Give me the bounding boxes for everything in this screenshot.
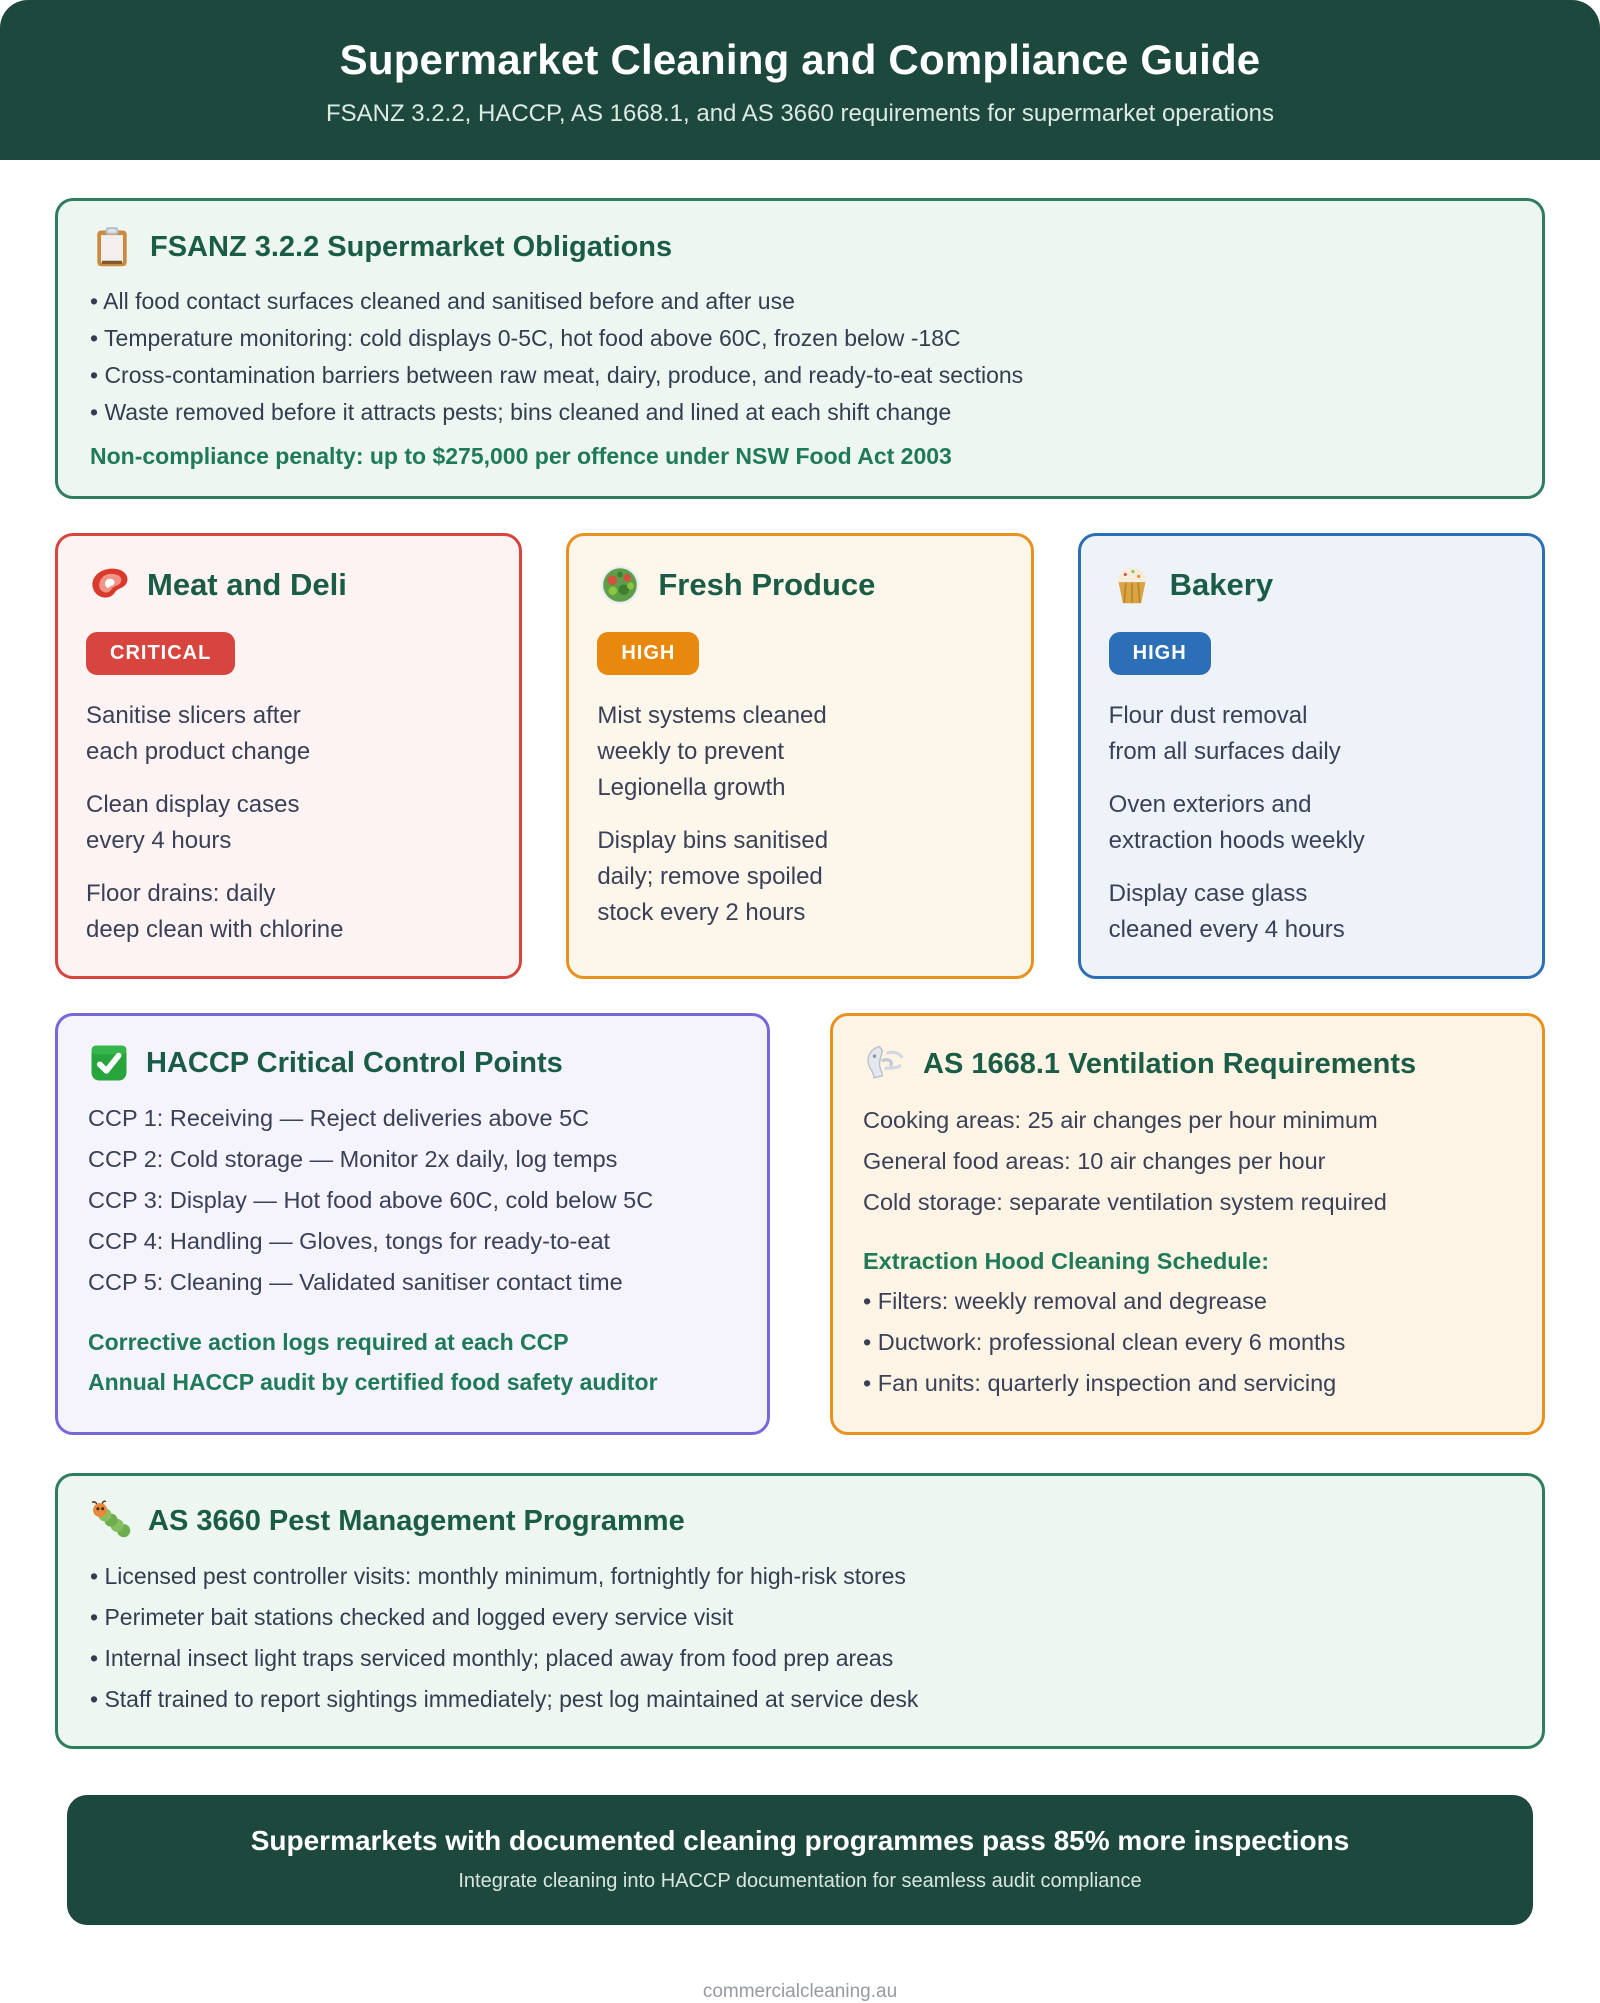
- page-subtitle: FSANZ 3.2.2, HACCP, AS 1668.1, and AS 36…: [325, 100, 1275, 127]
- haccp-notes: Corrective action logs required at each …: [88, 1322, 737, 1402]
- hood-schedule-item: • Filters: weekly removal and degrease: [863, 1288, 1267, 1314]
- hood-schedule-title: Extraction Hood Cleaning Schedule:: [863, 1248, 1270, 1274]
- pest-panel-title: AS 3660 Pest Management Programme: [148, 1504, 685, 1537]
- fsanz-panel-title: FSANZ 3.2.2 Supermarket Obligations: [150, 230, 673, 263]
- fsanz-bullet: • Cross-contamination barriers between r…: [90, 362, 1024, 388]
- stat-banner: Supermarkets with documented cleaning pr…: [67, 1795, 1533, 1925]
- meat-and-deli-card: Meat and Deli CRITICAL Sanitise slicers …: [55, 533, 523, 979]
- stat-banner-title: Supermarkets with documented cleaning pr…: [250, 1825, 1350, 1856]
- wind-face-icon: [863, 1042, 907, 1086]
- meat-card-title: Meat and Deli: [147, 567, 347, 602]
- meat-icon: [86, 562, 132, 608]
- check-icon: [88, 1042, 130, 1084]
- pest-management-panel: AS 3660 Pest Management Programme • Lice…: [55, 1473, 1545, 1749]
- bakery-card-item: Display case glass cleaned every 4 hours: [1108, 880, 1345, 943]
- ventilation-panel: AS 1668.1 Ventilation Requirements Cooki…: [830, 1013, 1545, 1435]
- critical-badge: CRITICAL: [86, 632, 236, 675]
- caterpillar-icon: [90, 1500, 132, 1542]
- produce-card-title: Fresh Produce: [658, 567, 876, 602]
- pest-panel-header: AS 3660 Pest Management Programme: [90, 1500, 1510, 1542]
- haccp-panel-title: HACCP Critical Control Points: [146, 1046, 563, 1079]
- page-header: Supermarket Cleaning and Compliance Guid…: [0, 0, 1600, 160]
- haccp-ventilation-row: HACCP Critical Control Points CCP 1: Rec…: [55, 1013, 1545, 1435]
- haccp-note: Corrective action logs required at each …: [88, 1329, 569, 1355]
- produce-card-item: Display bins sanitised daily; remove spo…: [597, 827, 829, 926]
- bakery-card-header: Bakery: [1109, 562, 1514, 608]
- ventilation-line: General food areas: 10 air changes per h…: [863, 1148, 1326, 1174]
- high-badge: HIGH: [597, 632, 700, 675]
- pest-bullet: • Perimeter bait stations checked and lo…: [90, 1604, 734, 1630]
- produce-card-header: Fresh Produce: [597, 562, 1002, 608]
- stat-banner-subtitle: Integrate cleaning into HACCP documentat…: [458, 1870, 1142, 1892]
- ccp-point: CCP 5: Cleaning — Validated sanitiser co…: [88, 1269, 623, 1295]
- ventilation-line: Cold storage: separate ventilation syste…: [863, 1189, 1387, 1215]
- high-badge: HIGH: [1108, 632, 1211, 675]
- ccp-point: CCP 1: Receiving — Reject deliveries abo…: [88, 1105, 590, 1131]
- main-content: FSANZ 3.2.2 Supermarket Obligations • Al…: [0, 160, 1600, 2003]
- pest-bullet: • Licensed pest controller visits: month…: [90, 1563, 906, 1589]
- haccp-note: Annual HACCP audit by certified food saf…: [88, 1369, 658, 1395]
- bakery-card-title: Bakery: [1169, 567, 1274, 602]
- ccp-point: CCP 3: Display — Hot food above 60C, col…: [88, 1187, 654, 1213]
- fsanz-bullet: • Temperature monitoring: cold displays …: [90, 325, 961, 351]
- meat-card-item: Sanitise slicers after each product chan…: [86, 702, 311, 765]
- meat-card-header: Meat and Deli: [86, 562, 491, 608]
- bakery-card-item: Oven exteriors and extraction hoods week…: [1108, 791, 1365, 854]
- ventilation-line: Cooking areas: 25 air changes per hour m…: [863, 1107, 1378, 1133]
- fsanz-obligations-panel: FSANZ 3.2.2 Supermarket Obligations • Al…: [55, 198, 1545, 499]
- salad-icon: [597, 562, 643, 608]
- bakery-card: Bakery HIGH Flour dust removal from all …: [1077, 533, 1545, 979]
- produce-card-item: Mist systems cleaned weekly to prevent L…: [597, 702, 827, 801]
- pest-bullet: • Internal insect light traps serviced m…: [90, 1645, 894, 1671]
- cupcake-icon: [1109, 562, 1155, 608]
- fsanz-bullet: • All food contact surfaces cleaned and …: [90, 288, 795, 314]
- ccp-point: CCP 4: Handling — Gloves, tongs for read…: [88, 1228, 611, 1254]
- haccp-panel: HACCP Critical Control Points CCP 1: Rec…: [55, 1013, 770, 1435]
- fresh-produce-card: Fresh Produce HIGH Mist systems cleaned …: [566, 533, 1034, 979]
- meat-card-item: Clean display cases every 4 hours: [86, 791, 300, 854]
- meat-card-item: Floor drains: daily deep clean with chlo…: [86, 880, 344, 943]
- hood-schedule-item: • Ductwork: professional clean every 6 m…: [863, 1329, 1346, 1355]
- fsanz-penalty-note: Non-compliance penalty: up to $275,000 p…: [90, 443, 952, 469]
- ventilation-panel-header: AS 1668.1 Ventilation Requirements: [863, 1042, 1512, 1086]
- bakery-card-item: Flour dust removal from all surfaces dai…: [1108, 702, 1341, 765]
- ventilation-panel-title: AS 1668.1 Ventilation Requirements: [923, 1047, 1417, 1080]
- haccp-panel-header: HACCP Critical Control Points: [88, 1042, 737, 1084]
- hood-schedule-item: • Fan units: quarterly inspection and se…: [863, 1370, 1337, 1396]
- department-cards-row: Meat and Deli CRITICAL Sanitise slicers …: [55, 533, 1545, 979]
- clipboard-icon: [90, 225, 134, 269]
- page-title: Supermarket Cleaning and Compliance Guid…: [339, 36, 1261, 83]
- ccp-point: CCP 2: Cold storage — Monitor 2x daily, …: [88, 1146, 618, 1172]
- site-footer: commercialcleaning.au: [702, 1981, 898, 2002]
- fsanz-bullet: • Waste removed before it attracts pests…: [90, 399, 952, 425]
- fsanz-panel-header: FSANZ 3.2.2 Supermarket Obligations: [90, 225, 1510, 269]
- pest-bullet: • Staff trained to report sightings imme…: [90, 1686, 919, 1712]
